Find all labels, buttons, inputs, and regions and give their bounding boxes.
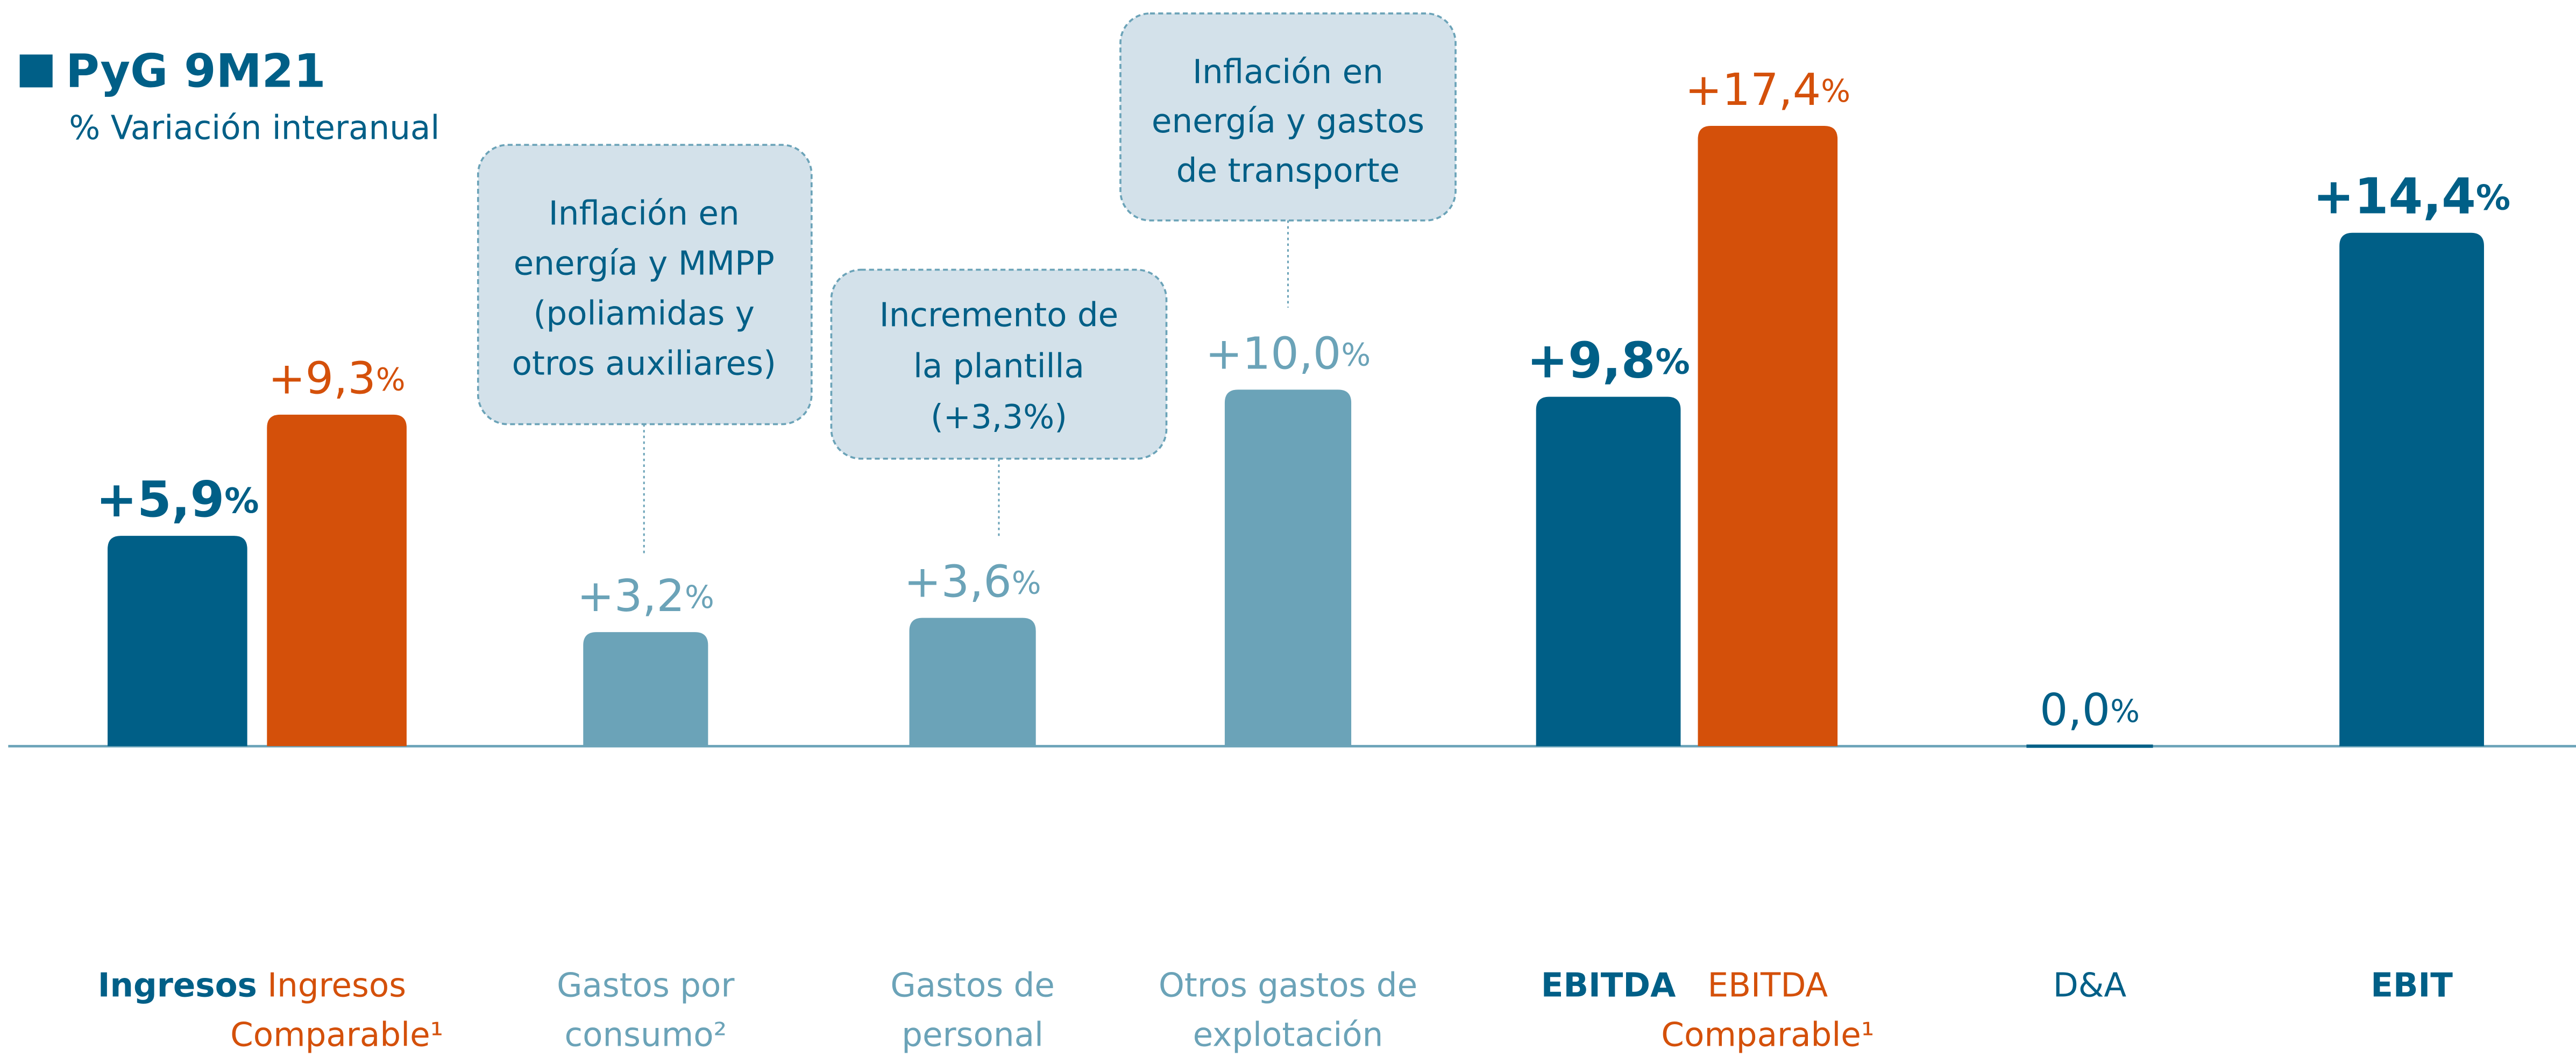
callout-text: Incremento de: [879, 296, 1119, 335]
bar: [583, 632, 708, 747]
value-unit: %: [1012, 564, 1041, 601]
callout-text: energía y gastos: [1152, 102, 1424, 140]
callout-text: otros auxiliares): [512, 345, 776, 383]
value-label: +9,3%: [268, 353, 406, 405]
bar: [2339, 232, 2484, 747]
callout-text: energía y MMPP: [514, 244, 775, 282]
value-unit: %: [224, 481, 259, 521]
x-tick-label: Comparable¹: [230, 1016, 443, 1054]
callout-text: (+3,3%): [931, 398, 1067, 436]
callout-text: (poliamidas y: [534, 295, 755, 333]
x-tick-label: personal: [902, 1016, 1044, 1054]
value-label: +3,2%: [577, 570, 714, 622]
value-unit: %: [1821, 73, 1850, 109]
bar: [267, 414, 407, 747]
bar: [108, 536, 247, 747]
callout-text: de transporte: [1176, 152, 1400, 190]
value-label: +10,0%: [1205, 328, 1371, 380]
value-label: +14,4%: [2313, 168, 2510, 225]
value-number: +3,6: [904, 556, 1012, 608]
value-number: +10,0: [1205, 328, 1342, 380]
title-marker: [19, 54, 53, 88]
value-number: +3,2: [577, 570, 685, 622]
value-unit: %: [2110, 693, 2140, 729]
bar: [1536, 396, 1681, 747]
callout-text: Inflación en: [1193, 53, 1383, 91]
x-tick-label: Ingresos: [267, 967, 406, 1005]
value-unit: %: [685, 579, 714, 615]
value-label: +9,8%: [1527, 331, 1690, 389]
x-tick-label: Otros gastos de: [1159, 967, 1417, 1005]
x-tick-label: EBITDA: [1708, 967, 1828, 1005]
value-number: +5,9: [96, 471, 224, 528]
x-tick-label: Ingresos: [98, 967, 257, 1005]
value-unit: %: [1655, 342, 1690, 382]
value-unit: %: [376, 361, 406, 398]
value-label: 0,0%: [2040, 685, 2140, 736]
x-tick-label: EBITDA: [1541, 967, 1676, 1005]
bar: [1224, 389, 1352, 747]
bar: [1698, 125, 1838, 747]
value-number: +17,4: [1685, 64, 1821, 116]
x-tick-label: explotación: [1193, 1016, 1383, 1054]
chart-subtitle: % Variación interanual: [69, 109, 439, 147]
callout-text: Inflación en: [549, 194, 740, 232]
value-number: +9,8: [1527, 331, 1655, 389]
value-unit: %: [1341, 336, 1371, 373]
x-tick-label: D&A: [2053, 967, 2127, 1005]
value-number: +14,4: [2313, 168, 2476, 225]
bar: [909, 618, 1036, 747]
value-label: +5,9%: [96, 471, 259, 528]
callout-text: la plantilla: [913, 347, 1084, 385]
x-tick-label: EBIT: [2371, 967, 2453, 1005]
x-tick-label: Gastos de: [890, 967, 1054, 1005]
value-label: +3,6%: [904, 556, 1041, 608]
x-tick-label: Comparable¹: [1661, 1016, 1874, 1054]
x-tick-label: Gastos por: [557, 967, 735, 1005]
value-unit: %: [2476, 178, 2510, 218]
x-tick-label: consumo²: [565, 1016, 727, 1054]
value-label: +17,4%: [1685, 64, 1851, 116]
chart-title: PyG 9M21: [66, 45, 325, 98]
callout-box: [1119, 12, 1457, 222]
value-number: +9,3: [268, 353, 376, 405]
value-number: 0,0: [2040, 685, 2110, 736]
